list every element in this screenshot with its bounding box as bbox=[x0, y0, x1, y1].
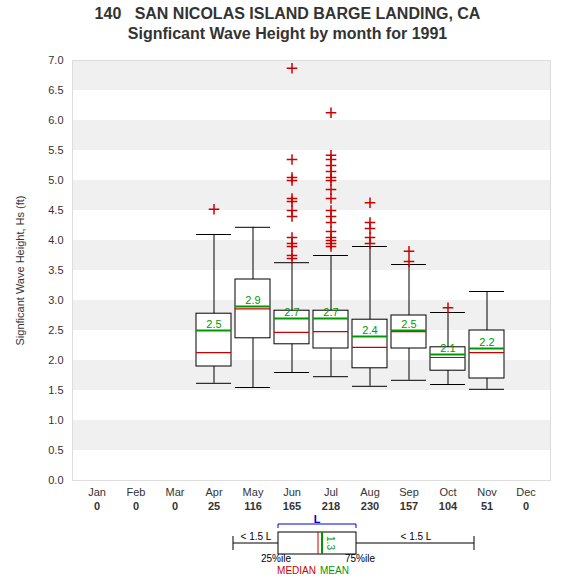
svg-text:218: 218 bbox=[322, 500, 340, 512]
svg-text:Aug: Aug bbox=[360, 486, 380, 498]
svg-text:Signficant Wave Height, Hs (ft: Signficant Wave Height, Hs (ft) bbox=[14, 196, 26, 346]
svg-text:230: 230 bbox=[361, 500, 379, 512]
svg-text:2.1: 2.1 bbox=[440, 342, 455, 354]
svg-text:Apr: Apr bbox=[205, 486, 222, 498]
svg-text:0.5: 0.5 bbox=[48, 444, 63, 456]
svg-text:0: 0 bbox=[133, 500, 139, 512]
svg-text:157: 157 bbox=[400, 500, 418, 512]
svg-text:1.5: 1.5 bbox=[48, 384, 63, 396]
svg-text:May: May bbox=[243, 486, 264, 498]
html-text:Signficant Wave Height by mont: Signficant Wave Height by month for 1991 bbox=[127, 25, 448, 42]
svg-text:25: 25 bbox=[208, 500, 220, 512]
svg-text:25%ile: 25%ile bbox=[261, 553, 291, 564]
svg-text:Dec: Dec bbox=[516, 486, 536, 498]
svg-text:3.0: 3.0 bbox=[48, 294, 63, 306]
svg-text:75%ile: 75%ile bbox=[345, 553, 375, 564]
svg-text:6.0: 6.0 bbox=[48, 114, 63, 126]
svg-text:2.7: 2.7 bbox=[284, 306, 299, 318]
svg-text:Jan: Jan bbox=[88, 486, 106, 498]
svg-text:5.0: 5.0 bbox=[48, 174, 63, 186]
svg-text:2.4: 2.4 bbox=[362, 324, 377, 336]
svg-text:5.5: 5.5 bbox=[48, 144, 63, 156]
svg-text:< 1.5 L: < 1.5 L bbox=[401, 531, 432, 542]
svg-text:Jul: Jul bbox=[324, 486, 338, 498]
svg-text:4.0: 4.0 bbox=[48, 234, 63, 246]
svg-text:2.5: 2.5 bbox=[48, 324, 63, 336]
svg-text:116: 116 bbox=[244, 500, 262, 512]
svg-text:4.5: 4.5 bbox=[48, 204, 63, 216]
svg-text:Mar: Mar bbox=[166, 486, 185, 498]
svg-text:2.7: 2.7 bbox=[323, 306, 338, 318]
svg-text:2.0: 2.0 bbox=[48, 354, 63, 366]
svg-text:Oct: Oct bbox=[439, 486, 456, 498]
svg-text:2.9: 2.9 bbox=[245, 294, 260, 306]
svg-text:Jun: Jun bbox=[283, 486, 301, 498]
svg-text:165: 165 bbox=[283, 500, 301, 512]
svg-text:2.2: 2.2 bbox=[479, 336, 494, 348]
svg-text:< 1.5 L: < 1.5 L bbox=[241, 531, 272, 542]
svg-text:2.5: 2.5 bbox=[401, 318, 416, 330]
svg-text:0.0: 0.0 bbox=[48, 474, 63, 486]
svg-text:Sep: Sep bbox=[399, 486, 419, 498]
svg-text:3.5: 3.5 bbox=[48, 264, 63, 276]
html-text:140 SAN NICOLAS ISLAND BARGE L: 140 SAN NICOLAS ISLAND BARGE LANDING, CA bbox=[94, 5, 481, 22]
svg-text:104: 104 bbox=[439, 500, 458, 512]
svg-text:MEAN: MEAN bbox=[320, 565, 349, 576]
svg-text:6.5: 6.5 bbox=[48, 84, 63, 96]
svg-text:2.5: 2.5 bbox=[206, 318, 221, 330]
svg-text:51: 51 bbox=[481, 500, 493, 512]
svg-text:0: 0 bbox=[94, 500, 100, 512]
svg-text:MEDIAN: MEDIAN bbox=[277, 565, 316, 576]
svg-text:1.3: 1.3 bbox=[325, 536, 336, 550]
svg-text:0: 0 bbox=[172, 500, 178, 512]
svg-text:L: L bbox=[314, 515, 321, 525]
svg-text:1.0: 1.0 bbox=[48, 414, 63, 426]
svg-text:Nov: Nov bbox=[477, 486, 497, 498]
svg-text:Feb: Feb bbox=[127, 486, 146, 498]
svg-text:7.0: 7.0 bbox=[48, 54, 63, 66]
svg-text:0: 0 bbox=[523, 500, 529, 512]
